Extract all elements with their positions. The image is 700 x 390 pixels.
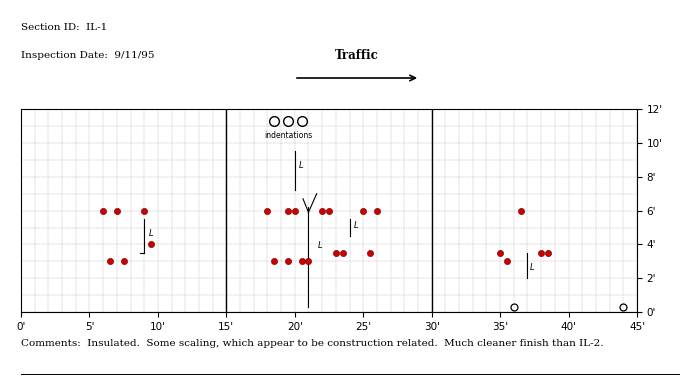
Text: L: L	[148, 229, 153, 238]
Text: Traffic: Traffic	[335, 50, 379, 62]
Text: indentations: indentations	[264, 131, 312, 140]
Text: L: L	[530, 263, 535, 272]
Text: Inspection Date:  9/11/95: Inspection Date: 9/11/95	[21, 51, 155, 60]
Text: L: L	[354, 220, 358, 229]
Text: Section ID:  IL-1: Section ID: IL-1	[21, 23, 107, 32]
Text: L: L	[318, 241, 323, 250]
Text: L: L	[299, 161, 304, 170]
Text: Comments:  Insulated.  Some scaling, which appear to be construction related.  M: Comments: Insulated. Some scaling, which…	[21, 339, 603, 348]
